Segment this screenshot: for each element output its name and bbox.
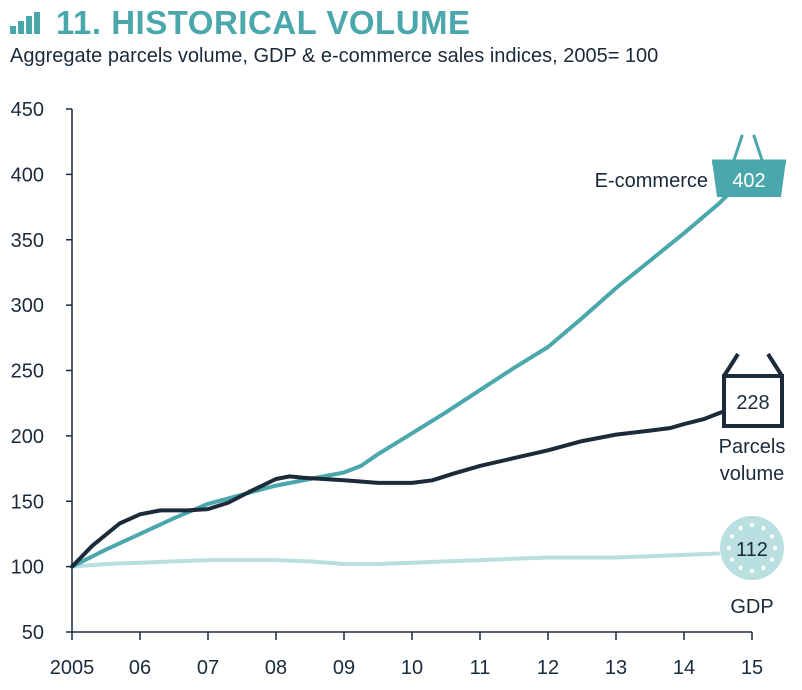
box-flaps bbox=[722, 352, 784, 378]
x-tick-label: 12 bbox=[537, 657, 559, 679]
series-label: Parcels bbox=[719, 436, 786, 458]
y-tick-label: 100 bbox=[11, 557, 44, 579]
basket-handle bbox=[732, 134, 764, 162]
x-tick-label: 06 bbox=[129, 657, 151, 679]
coin-star bbox=[726, 545, 732, 551]
x-tick-label: 13 bbox=[605, 657, 627, 679]
basket-body bbox=[712, 160, 786, 197]
x-tick-label: 07 bbox=[197, 657, 219, 679]
coin-body bbox=[720, 516, 784, 580]
y-tick-label: 200 bbox=[11, 426, 44, 448]
coin-star bbox=[769, 534, 775, 539]
y-tick-label: 450 bbox=[11, 99, 44, 121]
series-label: GDP bbox=[730, 596, 773, 618]
coin-icon: 112 bbox=[720, 516, 784, 580]
coin-star bbox=[772, 545, 778, 551]
bar-chart-icon bbox=[10, 12, 50, 34]
series-label: volume bbox=[720, 463, 784, 485]
y-tick-label: 400 bbox=[11, 164, 44, 186]
y-tick-label: 300 bbox=[11, 295, 44, 317]
series-end-value: 228 bbox=[736, 392, 769, 414]
series-end-value: 402 bbox=[732, 170, 765, 192]
coin-star bbox=[729, 557, 735, 562]
basket-icon: 402 bbox=[712, 134, 786, 197]
coin-star bbox=[729, 534, 735, 539]
x-tick-label: 08 bbox=[265, 657, 287, 679]
box-icon: 228 bbox=[722, 352, 784, 428]
chart-title: 11. HISTORICAL VOLUME bbox=[56, 4, 471, 41]
coin-star bbox=[738, 525, 743, 531]
chart-subtitle: Aggregate parcels volume, GDP & e-commer… bbox=[10, 45, 659, 67]
chart-header: 11. HISTORICAL VOLUME Aggregate parcels … bbox=[10, 4, 790, 74]
coin-star bbox=[749, 522, 755, 528]
y-tick-label: 50 bbox=[22, 622, 44, 644]
series-layer bbox=[70, 178, 744, 569]
series-line-gdp bbox=[70, 551, 720, 569]
x-tick-label: 2005 bbox=[50, 657, 95, 679]
box-body bbox=[722, 374, 784, 428]
y-tick-label: 250 bbox=[11, 361, 44, 383]
x-tick-label: 11 bbox=[470, 657, 491, 679]
x-tick-label: 09 bbox=[333, 657, 355, 679]
series-label: E-commerce bbox=[595, 170, 708, 192]
end-markers: 402 E-commerce 228 Parcels volume 112 GDP bbox=[595, 134, 786, 618]
coin-star bbox=[761, 525, 766, 531]
y-tick-label: 350 bbox=[11, 230, 44, 252]
series-line-parcels-volume bbox=[70, 410, 724, 569]
title-row: 11. HISTORICAL VOLUME bbox=[10, 4, 790, 42]
coin-star bbox=[769, 557, 775, 562]
coin-star bbox=[738, 565, 743, 571]
axes: 50 100 150 200 250 300 350 400 450 2005 06 07 08 09 10… bbox=[11, 99, 764, 679]
coin-star bbox=[761, 565, 766, 571]
series-end-value: 112 bbox=[736, 539, 768, 561]
y-tick-label: 150 bbox=[11, 491, 44, 513]
x-tick-label: 10 bbox=[401, 657, 423, 679]
x-tick-label: 14 bbox=[673, 657, 695, 679]
coin-star bbox=[749, 568, 755, 574]
x-tick-label: 15 bbox=[741, 657, 763, 679]
